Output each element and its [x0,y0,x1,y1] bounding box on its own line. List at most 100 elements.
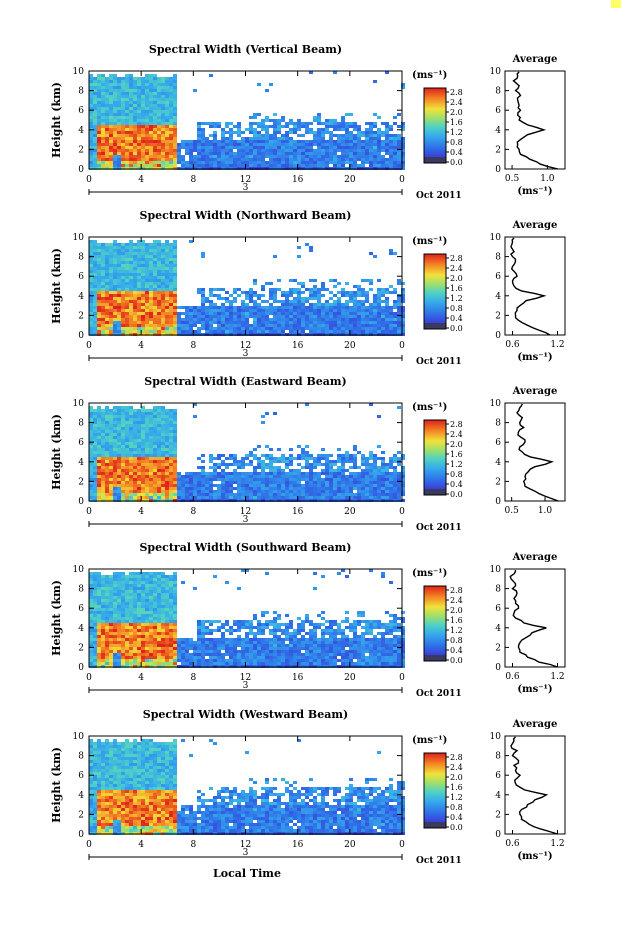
colorbar-tick-label: 0.8 [450,636,463,645]
heatmap-cells [89,569,405,668]
heatmap-cells [89,240,405,336]
colorbar-frame [423,752,447,829]
y-tick-label: 6 [78,771,84,781]
avg-y-tick-label: 2 [495,477,501,487]
x-tick-label: 0 [86,673,92,683]
colorbar-tick-label: 0.8 [450,138,463,147]
colorbar-low [424,489,446,495]
y-tick-label: 8 [78,419,84,429]
x-tick-label: 4 [138,507,144,517]
avg-unit: (ms⁻¹) [517,684,552,695]
y-axis-title: Height (km) [50,82,63,158]
y-tick-label: 4 [78,126,84,136]
y-tick-label: 4 [78,292,84,302]
colorbar-unit: (ms⁻¹) [412,568,447,579]
x-tick-label: 8 [190,341,196,351]
colorbar-tick-label: 0.8 [450,803,463,812]
y-axis-title: Height (km) [50,580,63,656]
y-tick-label: 8 [78,87,84,97]
colorbar-tick-label: 2.8 [450,586,463,595]
date-label: Oct 2011 [416,856,462,866]
avg-y-tick-label: 6 [495,771,501,781]
heatmap-cells [89,71,405,170]
avg-profile-line [516,403,559,502]
colorbar-tick-label: 2.4 [450,763,463,772]
y-tick-label: 10 [73,565,85,575]
y-tick-label: 0 [78,830,84,840]
colorbar-tick-label: 0.0 [450,324,463,333]
x-tick-label: 16 [292,341,304,351]
y-tick-label: 0 [78,165,84,175]
y-tick-label: 6 [78,272,84,282]
colorbar-frame [423,87,447,164]
heatmap-cells [89,739,405,835]
colorbar-tick-label: 1.2 [450,793,463,802]
x-tick-label: 0 [399,507,405,517]
x-tick-label: 12 [240,175,251,185]
y-tick-label: 0 [78,497,84,507]
colorbar-tick-label: 2.0 [450,606,463,615]
x-tick-label: 0 [86,507,92,517]
panel-0: Spectral Width (Vertical Beam) 0 2 4 6 8 10 Hei… [50,43,566,201]
panel-2: Spectral Width (Eastward Beam) 0 2 4 6 8 10 Hei… [50,375,566,533]
y-tick-label: 4 [78,791,84,801]
avg-x-tick-label: 1.2 [550,672,564,682]
colorbar-tick-label: 1.6 [450,783,463,792]
avg-unit: (ms⁻¹) [517,186,552,197]
heatmap-cells [89,403,405,502]
y-tick-label: 8 [78,585,84,595]
avg-y-tick-label: 0 [495,497,501,507]
x-tick-label: 16 [292,175,304,185]
avg-y-tick-label: 2 [495,145,501,155]
colorbar-tick-label: 0.4 [450,480,463,489]
y-axis-title: Height (km) [50,414,63,490]
avg-x-tick-label: 0.6 [505,672,520,682]
panel-title: Spectral Width (Northward Beam) [140,209,352,222]
x-tick-label: 0 [86,341,92,351]
avg-y-tick-label: 4 [495,126,501,136]
panel-1: Spectral Width (Northward Beam) 0 2 4 6 8 10 He… [50,209,566,367]
avg-x-tick-label: 0.6 [505,839,520,849]
colorbar-tick-label: 0.0 [450,656,463,665]
date-label: Oct 2011 [416,191,462,201]
avg-profile-line [510,736,558,835]
y-tick-label: 6 [78,604,84,614]
avg-y-tick-label: 8 [495,585,501,595]
colorbar-tick-label: 2.4 [450,596,463,605]
corner-mark [611,0,621,8]
colorbar-tick-label: 2.4 [450,98,463,107]
x-axis-title: Local Time [213,867,281,880]
x-tick-label: 12 [240,507,251,517]
colorbar-tick-label: 0.8 [450,470,463,479]
x-tick-label: 8 [190,175,196,185]
y-tick-label: 0 [78,663,84,673]
colorbar-unit: (ms⁻¹) [412,70,447,81]
colorbar-low [424,157,446,163]
y-tick-label: 2 [78,477,84,487]
colorbar-tick-label: 1.6 [450,616,463,625]
avg-x-tick-label: 1.2 [550,839,564,849]
x-tick-label: 0 [86,840,92,850]
panel-title: Spectral Width (Eastward Beam) [144,375,346,388]
y-tick-label: 2 [78,643,84,653]
colorbar [423,87,447,164]
y-tick-label: 10 [73,399,85,409]
y-axis-title: Height (km) [50,248,63,324]
avg-frame [504,236,566,336]
colorbar-tick-label: 0.4 [450,813,463,822]
avg-y-tick-label: 8 [495,87,501,97]
y-tick-label: 6 [78,106,84,116]
colorbar-tick-label: 2.8 [450,420,463,429]
avg-y-tick-label: 10 [490,732,502,742]
panel-title: Spectral Width (Westward Beam) [143,708,348,721]
y-tick-label: 8 [78,752,84,762]
avg-y-tick-label: 10 [490,399,502,409]
x-tick-label: 16 [292,673,304,683]
y-axis-title: Height (km) [50,747,63,823]
avg-y-tick-label: 0 [495,663,501,673]
panel-title: Spectral Width (Vertical Beam) [149,43,342,56]
avg-x-tick-label: 1.2 [550,340,564,350]
y-tick-label: 4 [78,458,84,468]
day-marker: 3 [243,681,249,691]
avg-y-tick-label: 8 [495,419,501,429]
